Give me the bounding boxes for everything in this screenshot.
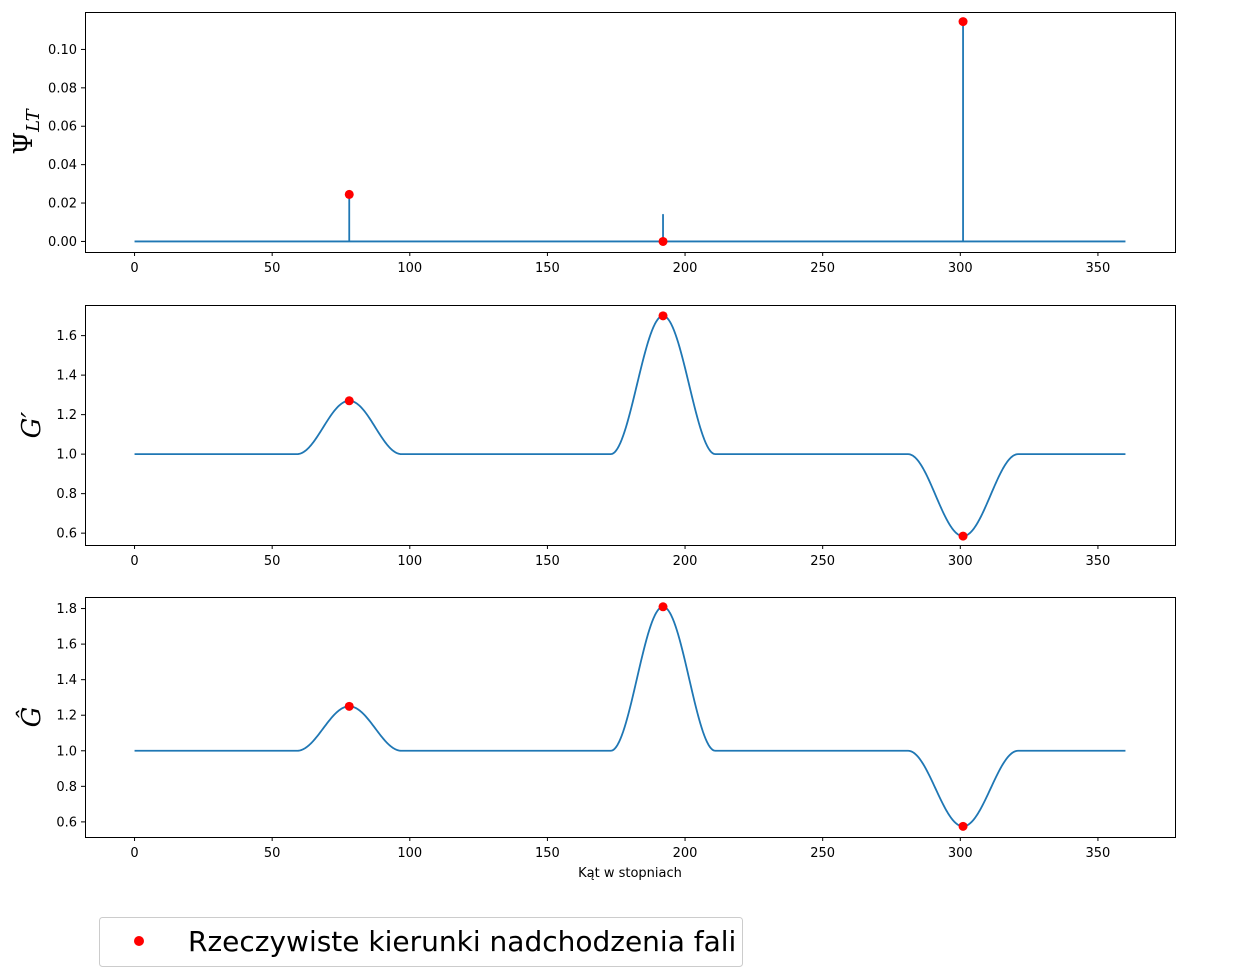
y-tick-label: 0.08 [48, 81, 77, 96]
x-tick-label: 50 [264, 846, 281, 861]
x-tick-label: 100 [397, 846, 422, 861]
y-tick-label: 1.2 [56, 709, 77, 724]
y-tick-label: 0.04 [48, 158, 77, 173]
axes-frame [85, 597, 1176, 838]
series-line [134, 20, 1126, 243]
axes-g-prime: 0 50 100 150 200 250 300 350 0.6 0.8 1.0 1.2 1.4 1.6 [56, 305, 1176, 569]
x-tick-label: 250 [810, 261, 835, 276]
x-tick-label: 250 [810, 554, 835, 569]
y-tick-label: 1.4 [56, 673, 77, 688]
x-tick-label: 100 [397, 261, 422, 276]
x-tick-label: 100 [397, 554, 422, 569]
axes-frame [85, 12, 1176, 253]
x-tick-label: 300 [948, 554, 973, 569]
y-tick-label: 0.10 [48, 43, 77, 58]
y-tick-label: 0.6 [56, 815, 77, 830]
y-tick-label: 0.02 [48, 197, 77, 212]
x-tick-label: 150 [535, 846, 560, 861]
x-tick-label: 350 [1086, 554, 1111, 569]
x-tick-label: 300 [948, 261, 973, 276]
legend: Rzeczywiste kierunki nadchodzenia fali [99, 917, 743, 967]
x-tick-label: 200 [673, 261, 698, 276]
x-tick-label: 150 [535, 554, 560, 569]
y-tick-label: 1.6 [56, 638, 77, 653]
y-tick-label: 1.8 [56, 602, 77, 617]
arrival-direction-marker [658, 602, 668, 612]
legend-frame [99, 917, 743, 967]
x-tick-label: 200 [673, 554, 698, 569]
x-tick-label: 350 [1086, 261, 1111, 276]
ylabel-g-hat: Ĝ [15, 707, 47, 728]
x-tick-label: 250 [810, 846, 835, 861]
axes-psi-lt: 0 50 100 150 200 250 300 350 0.00 0.02 0.04 0.06 0.0… [48, 12, 1176, 276]
ylabel-g-prime: G′ [17, 412, 47, 439]
x-tick-label: 350 [1086, 846, 1111, 861]
arrival-direction-marker [958, 17, 968, 27]
ylabel-psi-lt: ΨLT [9, 107, 44, 154]
x-tick-label: 0 [130, 261, 138, 276]
legend-label: Rzeczywiste kierunki nadchodzenia fali [188, 925, 736, 958]
x-tick-label: 150 [535, 261, 560, 276]
arrival-direction-marker [958, 821, 968, 831]
arrival-direction-marker [344, 701, 354, 711]
y-tick-label: 1.4 [56, 369, 77, 384]
legend-marker [134, 936, 144, 946]
x-tick-label: 50 [264, 554, 281, 569]
y-tick-label: 0.00 [48, 235, 77, 250]
x-tick-label: 200 [673, 846, 698, 861]
x-tick-label: 300 [948, 846, 973, 861]
arrival-direction-marker [658, 311, 668, 321]
y-tick-label: 1.2 [56, 408, 77, 423]
y-tick-label: 0.8 [56, 780, 77, 795]
axes-g-hat: 0 50 100 150 200 250 300 350 0.6 0.8 1.0 1.2 1.4 1.6 1… [56, 597, 1176, 861]
y-tick-label: 0.6 [56, 527, 77, 542]
y-tick-label: 1.0 [56, 744, 77, 759]
x-tick-label: 50 [264, 261, 281, 276]
x-tick-label: 0 [130, 554, 138, 569]
y-tick-label: 0.8 [56, 487, 77, 502]
y-tick-label: 1.0 [56, 448, 77, 463]
arrival-direction-marker [344, 396, 354, 406]
arrival-direction-marker [344, 189, 354, 199]
y-tick-label: 0.06 [48, 120, 77, 135]
axes-frame [85, 305, 1176, 546]
arrival-direction-marker [658, 236, 668, 246]
xlabel: Kąt w stopniach [578, 866, 682, 881]
arrival-direction-marker [958, 531, 968, 541]
x-tick-label: 0 [130, 846, 138, 861]
y-tick-label: 1.6 [56, 329, 77, 344]
